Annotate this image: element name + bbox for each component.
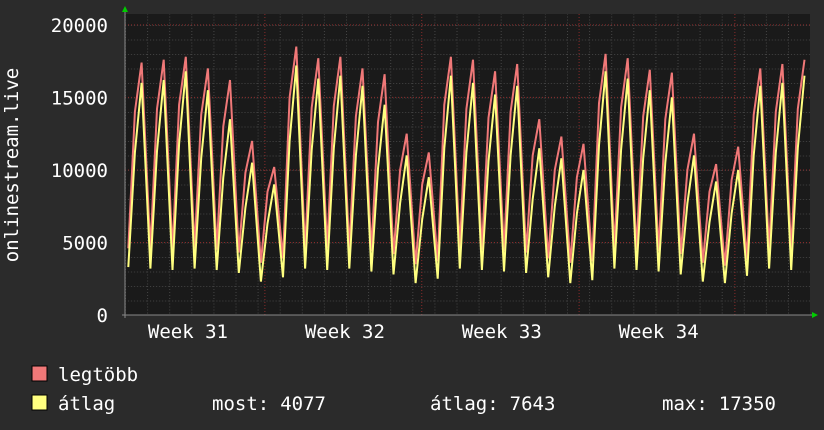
lines (127, 46, 806, 284)
x-arrow (812, 312, 818, 318)
x-tick-label: Week 31 (148, 321, 228, 343)
y-arrow (122, 6, 128, 12)
y-tick-label: 10000 (51, 160, 108, 182)
stat-label: átlag: (430, 393, 499, 415)
x-tick-label: Week 34 (619, 321, 699, 343)
minor-grid (125, 14, 810, 315)
series-line (127, 46, 806, 266)
y-tick-label: 15000 (51, 87, 108, 109)
x-tick-label: Week 32 (305, 321, 385, 343)
legend: legtöbb átlag most: 4077 átlag: 7643 max: 17350 (31, 364, 776, 415)
stat: átlag: 7643 (430, 393, 555, 415)
series-line (127, 65, 806, 284)
x-tick-label: Week 33 (462, 321, 542, 343)
stat: max: 17350 (662, 393, 776, 415)
stat: most: 4077 (212, 393, 326, 415)
legend-swatch (31, 365, 48, 382)
stat-value: 17350 (719, 393, 776, 415)
y-tick-label: 5000 (62, 232, 108, 254)
stat-value: 4077 (280, 393, 326, 415)
stat-value: 7643 (510, 393, 556, 415)
legend-swatch (31, 394, 48, 411)
stat-label: max: (662, 393, 708, 415)
stat-label: most: (212, 393, 269, 415)
legend-label: legtöbb (58, 364, 138, 386)
y-tick-label: 20000 (51, 15, 108, 37)
y-tick-label: 0 (97, 305, 108, 327)
legend-label: átlag (58, 393, 115, 415)
y-axis-title: onlinestream.live (1, 68, 23, 262)
